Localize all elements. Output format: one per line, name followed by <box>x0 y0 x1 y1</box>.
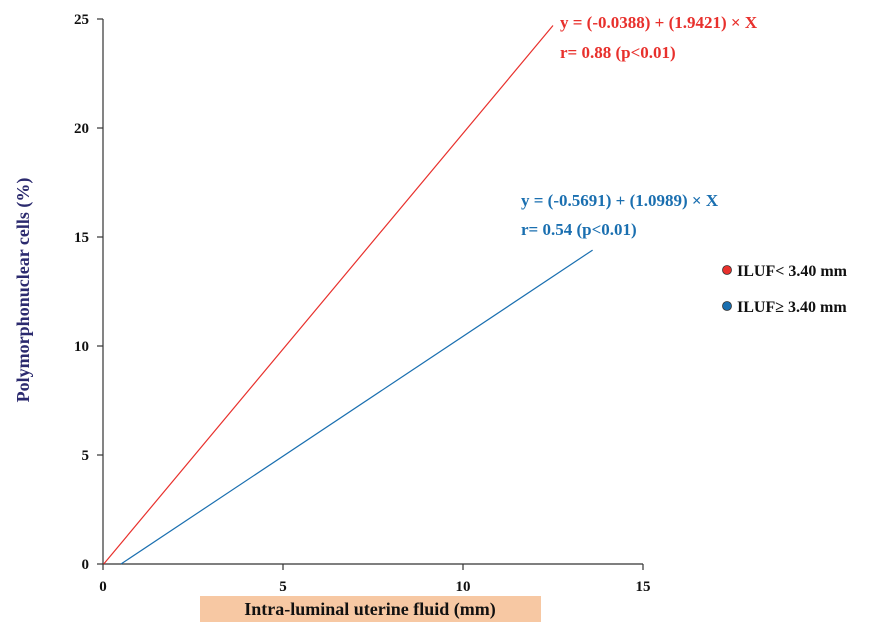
y-tick-label: 25 <box>74 12 89 28</box>
axes: 0 5 10 15 0 5 10 15 20 25 <box>74 12 651 595</box>
x-tick-label: 5 <box>279 579 287 595</box>
y-tick-label: 20 <box>74 121 89 137</box>
series-line-blue <box>120 249 593 565</box>
legend-label-red: ILUF< 3.40 mm <box>737 263 848 280</box>
x-tick-label: 15 <box>636 579 651 595</box>
legend-marker-blue <box>722 301 732 311</box>
x-axis-title: Intra-luminal uterine fluid (mm) <box>244 599 496 620</box>
y-tick-label: 10 <box>74 339 89 355</box>
y-tick-label: 0 <box>82 557 90 573</box>
blue-equation: y = (-0.5691) + (1.0989) × X <box>521 191 719 210</box>
blue-stat: r= 0.54 (p<0.01) <box>521 220 637 239</box>
legend-label-blue: ILUF≥ 3.40 mm <box>737 299 847 316</box>
y-tick-label: 15 <box>74 230 89 246</box>
legend: ILUF< 3.40 mm ILUF≥ 3.40 mm <box>722 263 848 316</box>
red-stat: r= 0.88 (p<0.01) <box>560 43 676 62</box>
series-lines <box>103 25 593 565</box>
x-axis-title-background <box>200 596 541 622</box>
x-tick-label: 0 <box>99 579 107 595</box>
red-equation: y = (-0.0388) + (1.9421) × X <box>560 13 758 32</box>
y-tick-label: 5 <box>82 448 90 464</box>
x-tick-label: 10 <box>456 579 471 595</box>
series-line-red <box>103 25 554 565</box>
legend-marker-red <box>722 265 732 275</box>
y-axis-title: Polymorphonuclear cells (%) <box>13 178 34 403</box>
